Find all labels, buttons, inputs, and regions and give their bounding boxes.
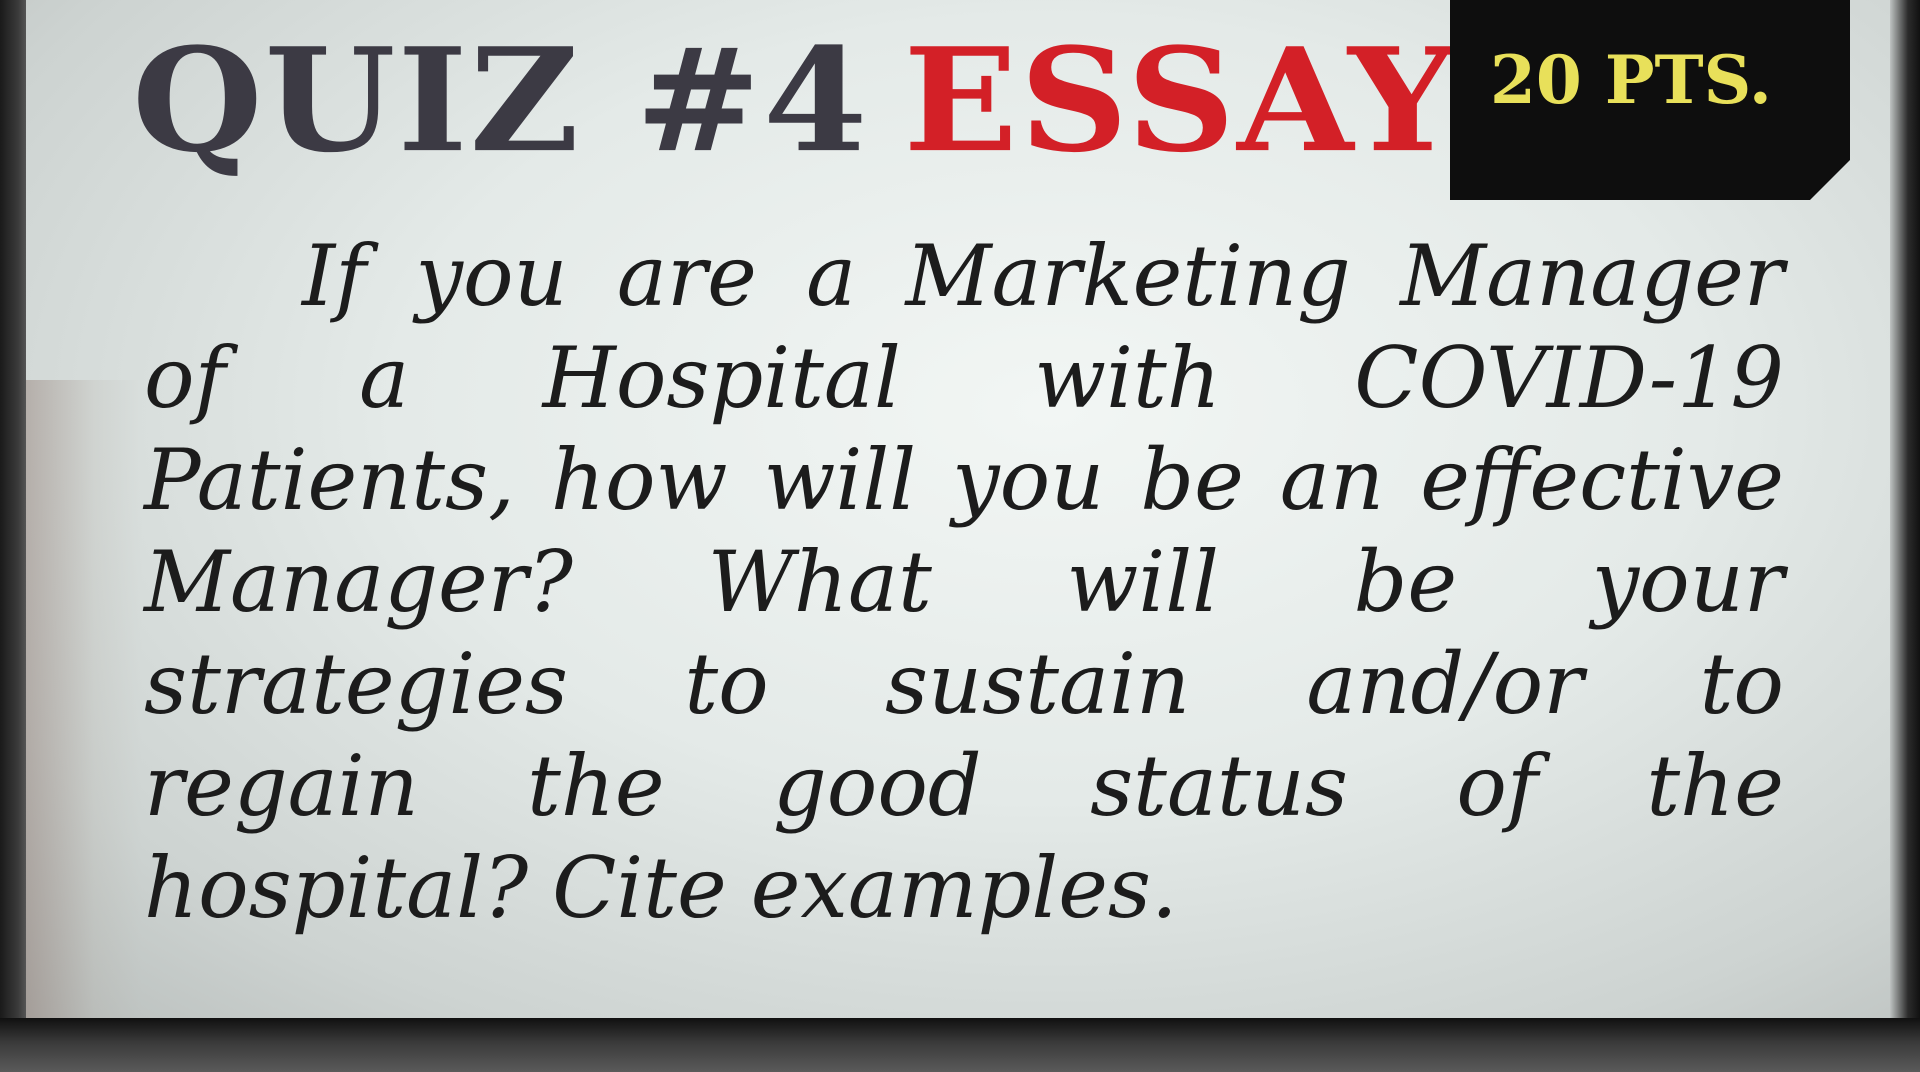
question-line: strategies to sustain and/or to [144, 633, 1784, 735]
question-word: to [1699, 635, 1784, 733]
question-word: are [616, 227, 757, 325]
question-word: your [1591, 533, 1784, 631]
question-word: the [1646, 737, 1784, 835]
question-word: a [359, 329, 410, 427]
question-word: be [1353, 533, 1458, 631]
monitor-bezel-left [0, 0, 26, 1020]
title-essay-label: ESSAY [903, 17, 1458, 185]
question-word: Patients, [144, 431, 515, 529]
question-line: Manager? What will be your [144, 531, 1784, 633]
question-word: Manager? [144, 533, 573, 631]
question-word: a [806, 227, 857, 325]
question-word: of [1456, 737, 1539, 835]
question-word: examples. [750, 839, 1178, 937]
question-word: the [527, 737, 665, 835]
question-word: COVID-19 [1354, 329, 1784, 427]
monitor-bezel-bottom [0, 1018, 1920, 1072]
question-line: If you are a Marketing Manager [144, 225, 1784, 327]
question-word: be [1140, 431, 1244, 529]
question-word: and/or [1306, 635, 1584, 733]
question-word: Marketing [905, 227, 1351, 325]
points-badge-text: 20 PTS. [1490, 41, 1772, 119]
question-line: regain the good status of the [144, 735, 1784, 837]
screen-glare [22, 380, 142, 1020]
question-word: strategies [144, 635, 569, 733]
question-word: regain [144, 737, 419, 835]
question-word: with [1034, 329, 1221, 427]
question-word: hospital? [144, 839, 529, 937]
question-word: Hospital [542, 329, 901, 427]
slide-title: QUIZ #4 ESSAY [132, 20, 1457, 182]
question-word: sustain [884, 635, 1191, 733]
question-word: to [684, 635, 769, 733]
monitor-bezel-right [1890, 0, 1920, 1030]
question-word: good [773, 737, 982, 835]
question-word: you [952, 431, 1105, 529]
slide-screen: QUIZ #4 ESSAY 20 PTS. If you are a Marketing M… [22, 0, 1892, 1022]
question-line: of a Hospital with COVID-19 [144, 327, 1784, 429]
question-word: will [763, 431, 917, 529]
question-word: of [144, 329, 226, 427]
question-word: will [1066, 533, 1219, 631]
question-word: you [415, 227, 568, 325]
question-word: Manager [1400, 227, 1784, 325]
question-word: an [1279, 431, 1385, 529]
question-word: If [302, 227, 367, 325]
question-line: Patients, how will you be an effective [144, 429, 1784, 531]
question-word: Cite [552, 839, 727, 937]
question-word: effective [1420, 431, 1784, 529]
essay-question: If you are a Marketing Manager of a Hospital with… [144, 225, 1784, 939]
question-line: hospital? Cite examples. [144, 837, 1784, 939]
question-word: how [550, 431, 728, 529]
question-word: status [1090, 737, 1348, 835]
title-quiz-number: QUIZ #4 [132, 17, 870, 185]
points-badge: 20 PTS. [1450, 0, 1850, 200]
question-word: What [707, 533, 932, 631]
